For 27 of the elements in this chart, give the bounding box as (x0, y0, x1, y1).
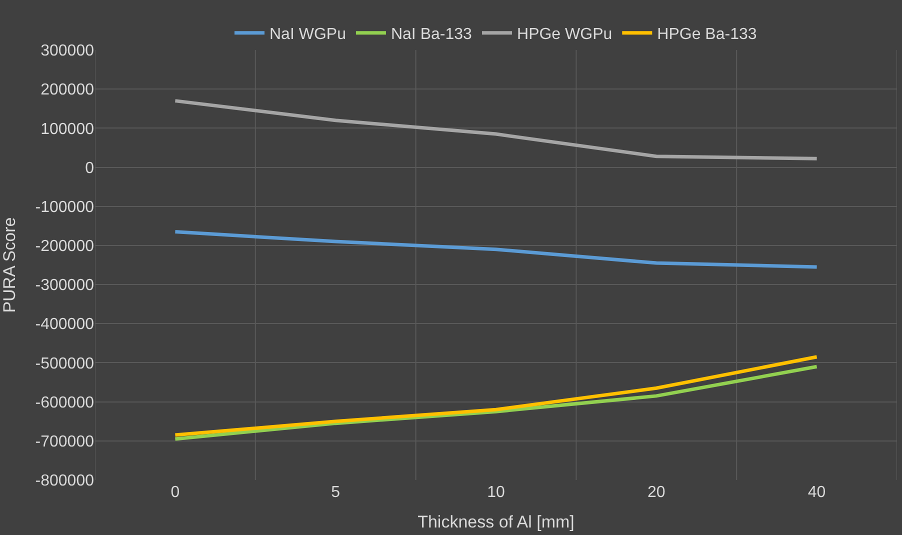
y-tick-label: 300000 (40, 42, 94, 60)
line-series (173, 230, 819, 269)
y-tick-label: -600000 (35, 394, 94, 412)
x-tick-label: 10 (487, 484, 505, 501)
legend-label: NaI Ba-133 (390, 26, 472, 44)
x-tick-label: 0 (170, 484, 180, 501)
y-tick-label: -100000 (35, 198, 94, 216)
line-series (173, 364, 819, 441)
y-tick-label: -200000 (35, 238, 94, 256)
x-tick-label: 40 (808, 484, 826, 501)
y-tick-label: -300000 (35, 277, 94, 294)
y-tick-label: 0 (85, 160, 94, 177)
legend-label: NaI WGPu (270, 26, 346, 44)
legend-label: HPGe WGPu (517, 26, 612, 44)
legend-label: HPGe Ba-133 (657, 26, 757, 44)
y-tick-label: 100000 (40, 120, 94, 138)
y-tick-label: -800000 (35, 472, 94, 490)
x-tick-label: 5 (331, 484, 340, 501)
x-axis-title: Thickness of Al [mm] (418, 512, 574, 532)
y-axis-title: PURA Score (0, 217, 19, 313)
line-series (173, 99, 819, 160)
y-tick-label: 200000 (40, 82, 94, 99)
y-tick-label: -700000 (35, 434, 94, 451)
line-series (173, 355, 819, 437)
y-tick-label: -400000 (35, 316, 94, 334)
x-tick-label: 20 (648, 484, 666, 501)
y-tick-label: -500000 (35, 355, 94, 372)
